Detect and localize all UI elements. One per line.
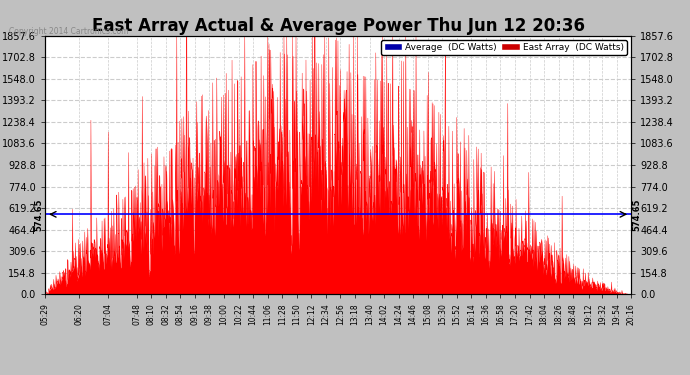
Text: 574.65: 574.65 xyxy=(633,198,642,231)
Text: 574.65: 574.65 xyxy=(34,198,43,231)
Title: East Array Actual & Average Power Thu Jun 12 20:36: East Array Actual & Average Power Thu Ju… xyxy=(92,18,584,36)
Text: Copyright 2014 Cartronics.com: Copyright 2014 Cartronics.com xyxy=(9,27,128,36)
Legend: Average  (DC Watts), East Array  (DC Watts): Average (DC Watts), East Array (DC Watts… xyxy=(381,40,627,54)
